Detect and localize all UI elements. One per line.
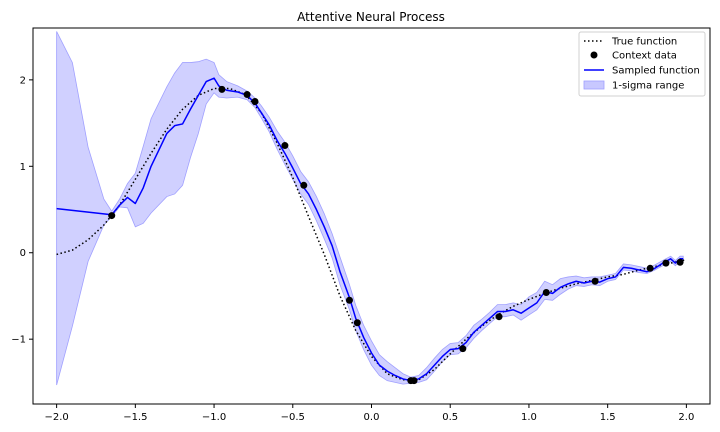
y-tick-label: 0 xyxy=(20,248,26,259)
legend-band-label: 1-sigma range xyxy=(612,81,684,92)
x-tick-label: −0.5 xyxy=(281,412,305,423)
context-point xyxy=(218,85,226,93)
context-point xyxy=(251,97,259,105)
x-tick-label: −1.0 xyxy=(202,412,226,423)
context-point xyxy=(410,377,418,385)
context-point xyxy=(646,264,654,272)
context-point xyxy=(676,258,684,266)
legend-context-swatch xyxy=(590,51,598,59)
context-point xyxy=(345,296,353,304)
context-point xyxy=(300,181,308,189)
legend-true-function-label: True function xyxy=(611,37,677,48)
x-tick-label: −2.0 xyxy=(44,412,68,423)
context-point xyxy=(281,142,289,150)
y-tick-label: 2 xyxy=(20,75,26,86)
context-point xyxy=(108,212,116,220)
x-tick-label: 2.0 xyxy=(678,412,694,423)
context-point xyxy=(542,289,550,296)
legend-context-label: Context data xyxy=(612,51,677,62)
x-tick-label: 1.0 xyxy=(521,412,537,423)
y-tick-label: 1 xyxy=(20,162,26,173)
plot-area xyxy=(56,31,687,386)
x-tick-label: −1.5 xyxy=(123,412,147,423)
context-point xyxy=(662,259,670,267)
y-axis: −1 0 1 2 xyxy=(11,75,33,346)
context-point xyxy=(243,91,251,99)
x-tick-label: 0.0 xyxy=(364,412,380,423)
legend-band-swatch xyxy=(583,80,605,90)
x-axis: −2.0 −1.5 −1.0 −0.5 0.0 0.5 1.0 1.5 2.0 xyxy=(44,404,694,423)
x-tick-label: 1.5 xyxy=(600,412,616,423)
context-point xyxy=(459,345,467,353)
context-point xyxy=(495,313,503,321)
y-tick-label: −1 xyxy=(11,335,26,346)
legend-sampled-label: Sampled function xyxy=(612,66,700,77)
legend-box xyxy=(578,31,706,97)
legend: True function Context data Sampled funct… xyxy=(578,31,706,97)
x-tick-label: 0.5 xyxy=(442,412,458,423)
context-point xyxy=(591,277,599,285)
context-point xyxy=(353,319,361,327)
chart-title: Attentive Neural Process xyxy=(297,10,445,24)
